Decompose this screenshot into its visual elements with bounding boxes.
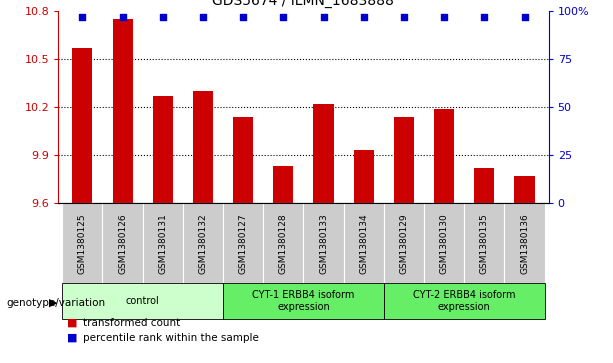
Text: ■: ■: [67, 333, 78, 343]
Title: GDS5674 / ILMN_1683888: GDS5674 / ILMN_1683888: [213, 0, 394, 8]
Bar: [263, 203, 303, 283]
Text: transformed count: transformed count: [83, 318, 180, 328]
Bar: [354, 150, 374, 203]
Bar: [303, 203, 344, 283]
Text: GSM1380130: GSM1380130: [440, 213, 449, 274]
Text: CYT-1 ERBB4 isoform
expression: CYT-1 ERBB4 isoform expression: [252, 290, 355, 312]
Text: GSM1380134: GSM1380134: [359, 213, 368, 274]
Bar: [313, 104, 333, 203]
Text: GSM1380125: GSM1380125: [78, 213, 87, 274]
Point: [479, 14, 489, 20]
Bar: [424, 203, 464, 283]
Bar: [183, 203, 223, 283]
Point: [278, 14, 288, 20]
Point: [77, 14, 87, 20]
Bar: [384, 203, 424, 283]
Bar: [113, 19, 132, 203]
Text: ▶: ▶: [48, 298, 57, 308]
Text: GSM1380127: GSM1380127: [238, 213, 248, 274]
Bar: [384, 283, 544, 319]
Text: GSM1380136: GSM1380136: [520, 213, 529, 274]
Bar: [474, 168, 494, 203]
Text: GSM1380128: GSM1380128: [279, 213, 288, 274]
Bar: [72, 48, 93, 203]
Point: [238, 14, 248, 20]
Text: GSM1380135: GSM1380135: [480, 213, 489, 274]
Text: GSM1380133: GSM1380133: [319, 213, 328, 274]
Bar: [344, 203, 384, 283]
Text: GSM1380131: GSM1380131: [158, 213, 167, 274]
Point: [399, 14, 409, 20]
Point: [440, 14, 449, 20]
Point: [118, 14, 128, 20]
Point: [198, 14, 208, 20]
Text: control: control: [126, 296, 159, 306]
Bar: [394, 117, 414, 203]
Text: GSM1380129: GSM1380129: [400, 213, 408, 274]
Point: [359, 14, 368, 20]
Bar: [63, 203, 102, 283]
Text: ■: ■: [67, 318, 78, 328]
Text: GSM1380126: GSM1380126: [118, 213, 127, 274]
Bar: [193, 91, 213, 203]
Text: CYT-2 ERBB4 isoform
expression: CYT-2 ERBB4 isoform expression: [413, 290, 516, 312]
Bar: [464, 203, 504, 283]
Bar: [223, 283, 384, 319]
Bar: [223, 203, 263, 283]
Text: percentile rank within the sample: percentile rank within the sample: [83, 333, 259, 343]
Text: GSM1380132: GSM1380132: [199, 213, 207, 274]
Text: genotype/variation: genotype/variation: [6, 298, 105, 308]
Point: [520, 14, 530, 20]
Bar: [434, 109, 454, 203]
Bar: [153, 96, 173, 203]
Bar: [143, 203, 183, 283]
Bar: [63, 283, 223, 319]
Bar: [514, 176, 535, 203]
Point: [158, 14, 167, 20]
Bar: [102, 203, 143, 283]
Bar: [273, 166, 294, 203]
Bar: [233, 117, 253, 203]
Bar: [504, 203, 544, 283]
Point: [319, 14, 329, 20]
